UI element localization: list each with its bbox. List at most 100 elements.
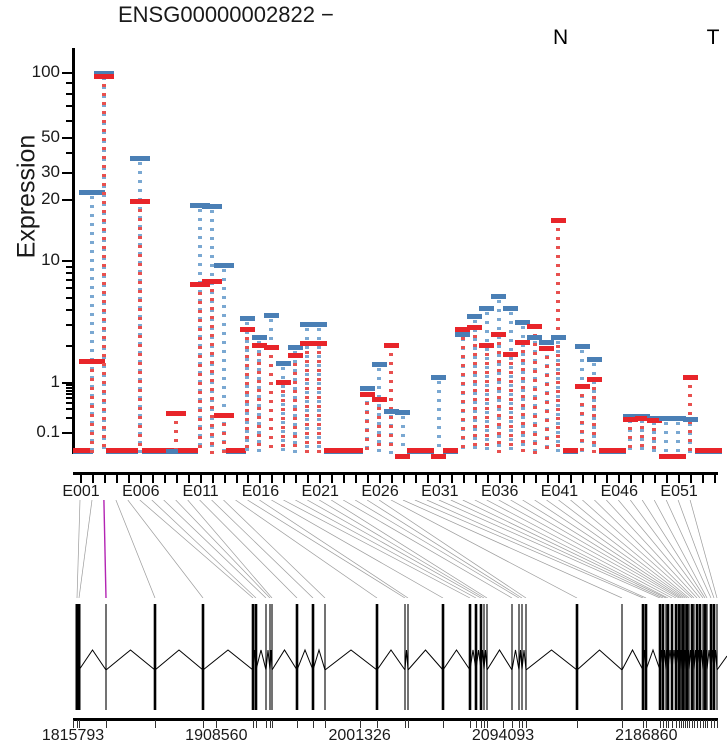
connector-tumor <box>436 380 441 384</box>
expression-bar-normal <box>550 218 566 224</box>
exon-tick[interactable] <box>462 474 465 483</box>
exon-tick[interactable] <box>175 474 178 483</box>
exon-tick[interactable] <box>259 474 262 483</box>
exon-tick[interactable] <box>690 474 693 483</box>
exon-tick[interactable] <box>223 474 226 483</box>
exon-tick[interactable] <box>80 474 82 483</box>
connector-tumor <box>137 206 142 210</box>
connector-normal <box>472 389 477 393</box>
exon-tick[interactable] <box>486 474 489 483</box>
exon-tick[interactable] <box>247 474 250 483</box>
coord-tick <box>681 720 682 728</box>
connector-normal <box>245 373 250 377</box>
exon-tick[interactable] <box>271 474 274 483</box>
connector-normal <box>460 346 465 350</box>
exon-tick[interactable] <box>438 474 441 483</box>
coord-tick <box>526 720 527 728</box>
connector-tumor <box>209 435 214 439</box>
connector-tumor <box>520 416 525 420</box>
exon-tick[interactable] <box>283 474 286 483</box>
exon-tick[interactable] <box>163 474 166 483</box>
exon-tick[interactable] <box>331 474 334 483</box>
exon-tick[interactable] <box>606 474 609 483</box>
connector-normal <box>580 439 585 443</box>
exon-tick[interactable] <box>379 474 382 483</box>
connector-tumor <box>484 338 489 342</box>
connector-normal <box>580 421 585 425</box>
exon-tick[interactable] <box>522 474 525 483</box>
exon-tick[interactable] <box>391 474 394 483</box>
connector-normal <box>101 237 106 241</box>
connector-tumor <box>209 408 214 412</box>
exon-tick[interactable] <box>211 474 214 483</box>
connector-normal <box>257 397 262 401</box>
connector-normal <box>137 254 142 258</box>
expression-bar-normal <box>78 358 105 364</box>
connector-tumor <box>496 344 501 348</box>
exon-tick[interactable] <box>546 474 549 483</box>
exon-tick[interactable] <box>654 474 657 483</box>
exon-tick[interactable] <box>450 474 453 483</box>
connector-tumor <box>209 318 214 322</box>
connector-tumor <box>508 338 513 342</box>
exon-tick[interactable] <box>199 474 202 483</box>
exon-tick[interactable] <box>103 474 106 483</box>
exon-tick[interactable] <box>558 474 561 483</box>
exon-tick[interactable] <box>235 474 238 483</box>
connector-tumor <box>532 421 537 425</box>
connector-tumor <box>89 348 94 352</box>
exon-tick[interactable] <box>307 474 310 483</box>
exon-tick[interactable] <box>295 474 298 483</box>
connector-normal <box>496 441 501 445</box>
exon-tick[interactable] <box>319 474 322 483</box>
exon-tick[interactable] <box>570 474 573 483</box>
coord-tick <box>717 720 718 728</box>
connector-tumor <box>197 424 202 428</box>
connector-normal <box>173 430 178 434</box>
connector-tumor <box>484 329 489 333</box>
exon-tick[interactable] <box>426 474 429 483</box>
exon-tick[interactable] <box>402 474 405 483</box>
exon-tick[interactable] <box>498 474 501 483</box>
exon-tick[interactable] <box>127 474 130 483</box>
connector-normal <box>197 363 202 367</box>
exon-tick[interactable] <box>714 474 716 483</box>
exon-tick[interactable] <box>355 474 358 483</box>
connector-tumor <box>101 221 106 225</box>
y-axis-tick-label: 50 <box>41 127 60 146</box>
expression-bar-tumor <box>287 345 303 351</box>
connector-normal <box>472 416 477 420</box>
exon-tick[interactable] <box>343 474 346 483</box>
exon-tick[interactable] <box>702 474 705 483</box>
exon-tick[interactable] <box>187 474 190 483</box>
exon-tick[interactable] <box>91 474 94 483</box>
exon-tick[interactable] <box>139 474 142 483</box>
connector-tumor <box>556 403 561 407</box>
connector-normal <box>460 337 465 341</box>
exon-tick[interactable] <box>618 474 621 483</box>
exon-tick[interactable] <box>534 474 537 483</box>
exon-tick[interactable] <box>474 474 477 483</box>
exon-tick[interactable] <box>151 474 154 483</box>
exon-tick[interactable] <box>594 474 597 483</box>
connector-normal <box>245 436 250 440</box>
connector-normal <box>652 436 657 440</box>
connector-normal <box>544 401 549 405</box>
connector-normal <box>389 397 394 401</box>
exon-tick[interactable] <box>510 474 513 483</box>
connector-tumor <box>209 372 214 376</box>
exon-tick[interactable] <box>642 474 645 483</box>
connector-normal <box>245 400 250 404</box>
exon-tick[interactable] <box>630 474 633 483</box>
connector-normal <box>472 398 477 402</box>
exon-tick[interactable] <box>414 474 417 483</box>
connector-normal <box>317 449 322 453</box>
exon-tick[interactable] <box>367 474 370 483</box>
coord-tick <box>155 720 156 728</box>
expression-bar-normal <box>153 448 174 454</box>
exon-mapping-lines <box>0 500 727 598</box>
exon-tick[interactable] <box>666 474 669 483</box>
exon-tick[interactable] <box>115 474 118 483</box>
exon-tick[interactable] <box>582 474 585 483</box>
exon-tick[interactable] <box>678 474 681 483</box>
